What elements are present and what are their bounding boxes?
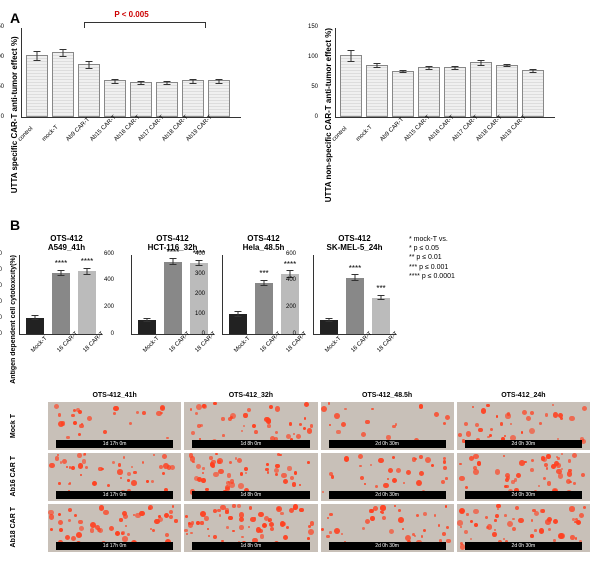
timestamp-label: 1d 17h 0m (56, 542, 173, 550)
bar (156, 82, 178, 117)
panel-a: UTTA specific CAR-T anti-tumor effect %)… (10, 28, 590, 202)
bar: **** (346, 278, 364, 334)
chart-a-left: UTTA specific CAR-T anti-tumor effect %)… (10, 28, 304, 202)
timestamp-label: 2d 0h 30m (465, 440, 582, 448)
microscopy-image: 1d 8h 0m (184, 402, 317, 450)
timestamp-label: 1d 17h 0m (56, 440, 173, 448)
bar (366, 65, 388, 117)
significance-legend: * mock-T vs.* p ≤ 0.05** p ≤ 0.01*** p ≤… (404, 235, 455, 280)
bar (320, 320, 338, 333)
column-label: OTS-412_48.5h (321, 392, 454, 399)
y-axis-label-right: UTTA non-specific CAR-T anti-tumor effec… (324, 28, 333, 202)
microscopy-image: 2d 0h 30m (457, 504, 590, 552)
bar (78, 64, 100, 117)
timestamp-label: 1d 17h 0m (56, 491, 173, 499)
bar (138, 320, 156, 333)
microscopy-image: 1d 17h 0m (48, 504, 181, 552)
bar (496, 65, 518, 117)
bar: **** (52, 273, 70, 334)
timestamp-label: 1d 8h 0m (192, 440, 309, 448)
column-label: OTS-412_24h (457, 392, 590, 399)
timestamp-label: 1d 8h 0m (192, 491, 309, 499)
bar (392, 71, 414, 117)
y-axis-label-left: UTTA specific CAR-T anti-tumor effect %) (10, 28, 19, 202)
row-label: Ab18 CAR T (10, 507, 45, 547)
timestamp-label: 2d 0h 30m (465, 542, 582, 550)
bar (26, 318, 44, 334)
bar (130, 82, 152, 117)
bar (229, 314, 247, 334)
microscopy-image: 1d 17h 0m (48, 453, 181, 501)
microscopy-image: 2d 0h 30m (321, 504, 454, 552)
timestamp-label: 1d 8h 0m (192, 542, 309, 550)
bar: **** (78, 271, 96, 333)
bar-chart: OTS-412SK-MEL-5_24h0200400600*******Mock… (313, 235, 396, 357)
column-label: OTS-412_41h (48, 392, 181, 399)
column-label: OTS-412_32h (184, 392, 317, 399)
panel-b-charts: OTS-412A549_41hAntigen dependent cell cy… (10, 235, 590, 383)
bar (418, 67, 440, 117)
bar (26, 55, 48, 117)
microscopy-image: 1d 17h 0m (48, 402, 181, 450)
timestamp-label: 2d 0h 30m (465, 491, 582, 499)
microscopy-image: 2d 0h 30m (321, 453, 454, 501)
panel-b-label: B (10, 217, 590, 233)
microscopy-image: 2d 0h 30m (457, 453, 590, 501)
bar (104, 80, 126, 117)
timestamp-label: 2d 0h 30m (329, 440, 446, 448)
microscopy-image: 1d 8h 0m (184, 453, 317, 501)
bar: *** (255, 283, 273, 334)
microscopy-image: 2d 0h 30m (457, 402, 590, 450)
bar (340, 55, 362, 117)
bar (182, 80, 204, 117)
chart-a-right: UTTA non-specific CAR-T anti-tumor effec… (324, 28, 600, 202)
bar: **** (164, 262, 182, 334)
bar (52, 52, 74, 117)
bar (522, 70, 544, 117)
bar (470, 62, 492, 117)
bar (208, 80, 230, 117)
bar (444, 67, 466, 117)
microscopy-image: 2d 0h 30m (321, 402, 454, 450)
timestamp-label: 2d 0h 30m (329, 542, 446, 550)
bar: *** (372, 298, 390, 334)
row-label: Ab16 CAR T (10, 456, 45, 496)
microscopy-image: 1d 8h 0m (184, 504, 317, 552)
timestamp-label: 2d 0h 30m (329, 491, 446, 499)
image-grid: OTS-412_41hOTS-412_32h OTS-412_48.5hOTS-4… (10, 392, 590, 552)
row-label: Mock T (10, 414, 45, 438)
